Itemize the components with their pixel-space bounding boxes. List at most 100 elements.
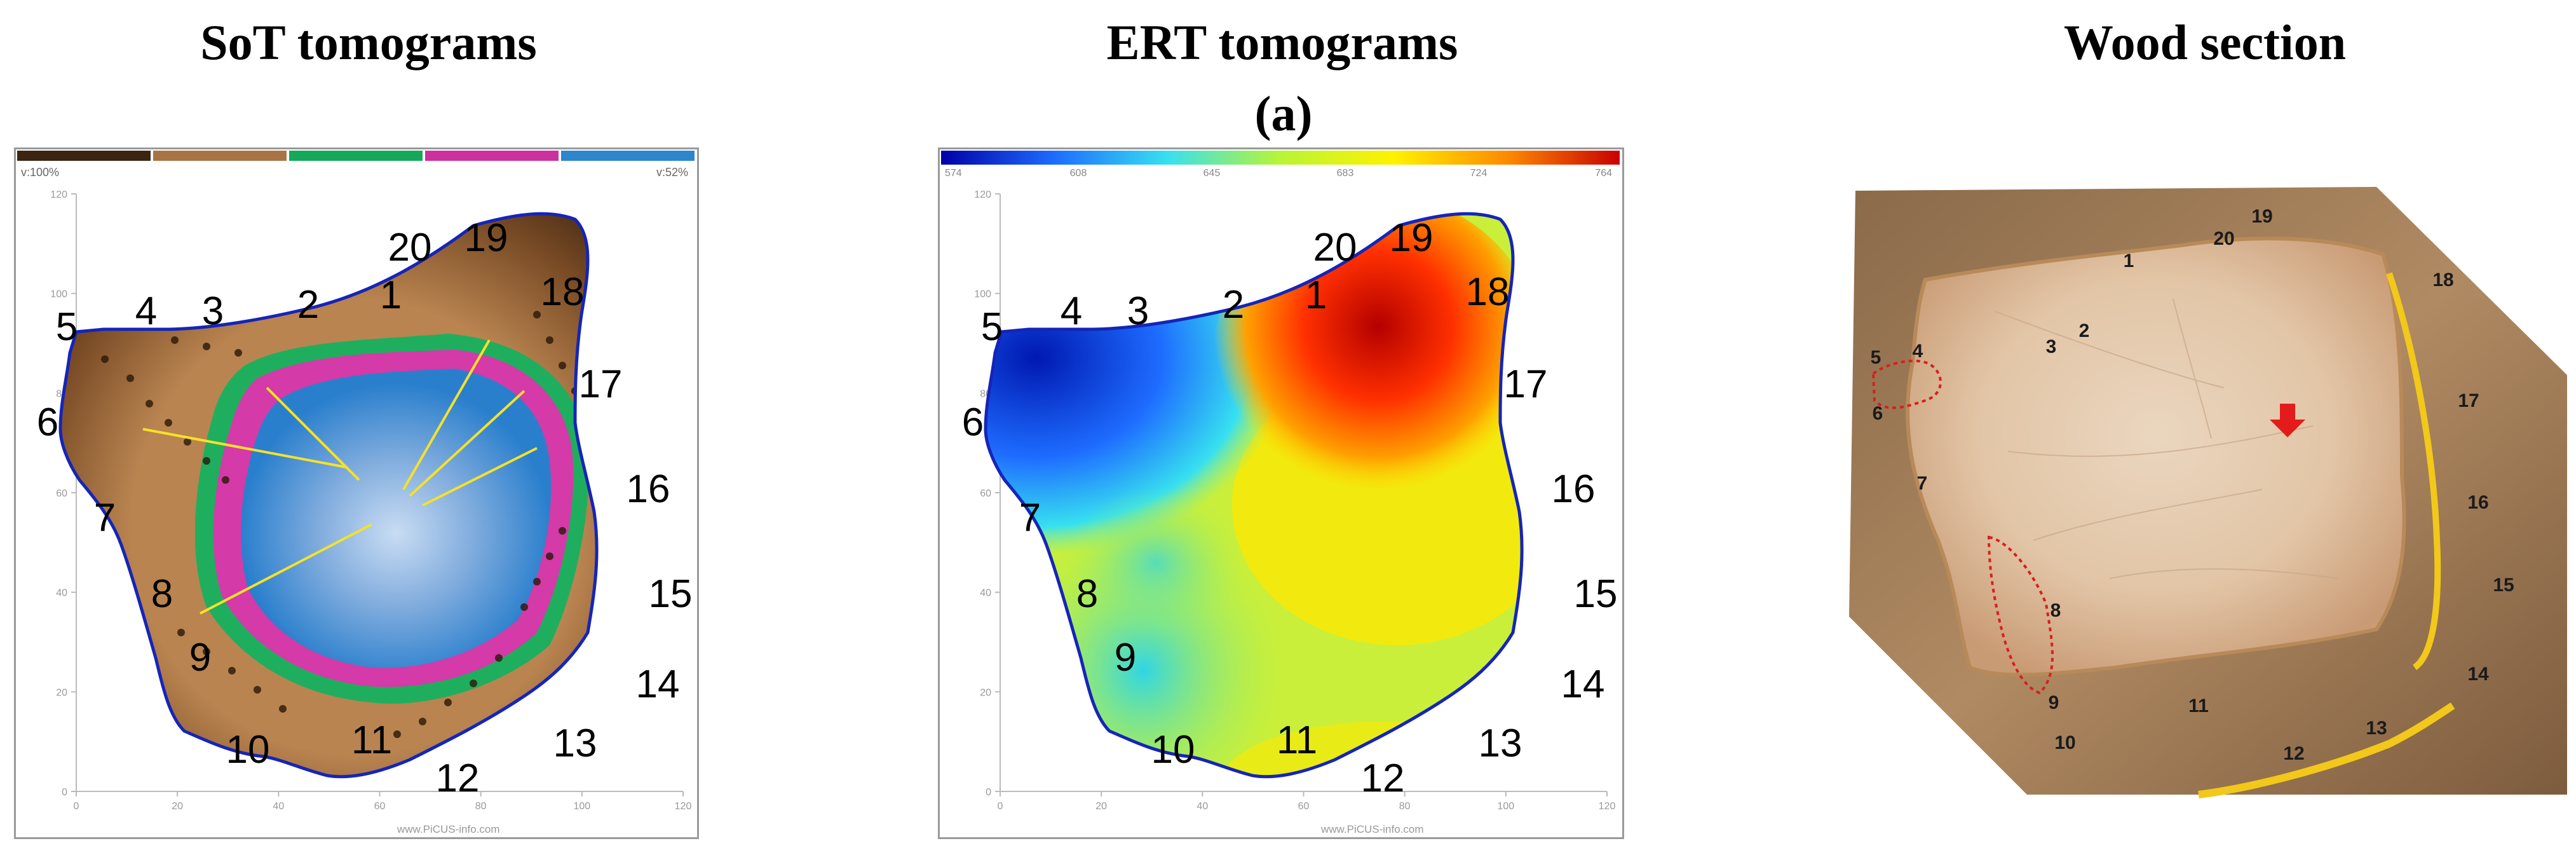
sensor-label: 5 [981, 305, 1003, 349]
sot-heading: SoT tomograms [200, 15, 537, 70]
wood-sensor-label: 10 [2054, 732, 2075, 753]
wood-sensor-label: 20 [2213, 228, 2234, 249]
ert-tree-outline [984, 212, 1524, 779]
y-tick-label: 0 [62, 787, 67, 798]
x-tick-label: 100 [573, 801, 590, 812]
sensor-label: 17 [579, 362, 623, 406]
sensor-label: 11 [351, 718, 392, 762]
sensor-label: 12 [1361, 756, 1405, 800]
x-tick-label: 120 [675, 801, 692, 812]
sensor-label: 4 [1061, 289, 1082, 333]
sot-legend-swatch [425, 151, 559, 161]
wood-sensor-label: 4 [1913, 341, 1923, 362]
wood-sensor-label: 15 [2493, 575, 2514, 596]
sensor-label: 13 [553, 722, 597, 765]
wood-sensor-label: 8 [2051, 600, 2061, 621]
sensor-label: 10 [1151, 728, 1195, 772]
sensor-label: 2 [297, 283, 319, 327]
x-tick-label: 0 [998, 801, 1003, 812]
y-tick-label: 20 [56, 687, 67, 698]
decay-outline-left [1871, 359, 1942, 409]
sensor-label: 15 [649, 572, 693, 616]
sot-legend-swatch [289, 151, 423, 161]
decay-outline-bottom [1987, 535, 2054, 695]
yellow-band-bottom [2198, 702, 2455, 798]
y-tick-label: 60 [980, 488, 991, 499]
x-tick-label: 80 [475, 801, 487, 812]
sot-velocity-left-label: v:100% [21, 166, 59, 179]
x-tick-label: 0 [74, 801, 79, 812]
y-tick-label: 120 [974, 189, 991, 200]
wood-sensor-label: 13 [2366, 718, 2387, 739]
x-tick-label: 60 [374, 801, 386, 812]
sensor-label: 20 [388, 226, 432, 270]
colorbar-tick-label: 683 [1337, 168, 1354, 179]
x-tick-label: 80 [1399, 801, 1411, 812]
sensor-label: 13 [1479, 722, 1522, 765]
wood-sensor-label: 14 [2467, 664, 2489, 685]
wood-heading: Wood section [2063, 15, 2347, 70]
wood-sensor-label: 6 [1873, 403, 1883, 424]
ert-colorbar-ticks: 574 608 645 683 724 764 [945, 168, 1612, 179]
x-tick-label: 20 [1095, 801, 1107, 812]
sot-velocity-legend [17, 151, 695, 161]
wood-sensor-label: 16 [2467, 492, 2488, 513]
sensor-label: 16 [627, 467, 670, 511]
stump-face [1906, 236, 2406, 677]
y-tick-label: 40 [980, 588, 991, 599]
wood-sensor-label: 9 [2049, 692, 2059, 713]
wood-sensor-label: 12 [2283, 743, 2304, 764]
sensor-label: 19 [1390, 216, 1434, 260]
sensor-label: 19 [464, 216, 508, 260]
x-tick-label: 40 [273, 801, 284, 812]
y-tick-label: 0 [986, 787, 991, 798]
red-arrow-icon [2270, 404, 2305, 437]
wood-sensor-label: 3 [2046, 336, 2057, 357]
y-tick-label: 100 [974, 289, 991, 300]
sot-blue-region [241, 369, 552, 668]
sensor-label: 17 [1504, 362, 1548, 406]
sensor-label: 9 [189, 636, 211, 680]
wood-sensor-label: 17 [2458, 390, 2479, 411]
ert-watermark: www.PiCUS-info.com [1320, 823, 1424, 835]
x-tick-label: 60 [1298, 801, 1310, 812]
yellow-band-right [2386, 272, 2441, 671]
y-tick-label: 120 [50, 189, 67, 200]
ert-tomogram-panel: 574 608 645 683 724 764 120 100 80 60 40 20 0 0 20 40 6… [938, 147, 1624, 839]
sensor-label: 15 [1574, 572, 1618, 616]
wood-sensor-label: 18 [2432, 270, 2453, 291]
sensor-label: 14 [1561, 662, 1605, 706]
wood-sensor-label: 1 [2124, 250, 2134, 271]
wood-sensor-label: 19 [2251, 206, 2272, 227]
sensor-label: 2 [1223, 283, 1244, 327]
ert-heading: ERT tomograms [1106, 15, 1458, 70]
sensor-label: 3 [202, 289, 224, 333]
colorbar-tick-label: 764 [1595, 168, 1612, 179]
colorbar-tick-label: 724 [1470, 168, 1488, 179]
sot-watermark: www.PiCUS-info.com [397, 823, 500, 835]
sensor-label: 3 [1127, 289, 1149, 333]
sensor-label: 6 [37, 400, 58, 444]
colorbar-tick-label: 608 [1070, 168, 1087, 179]
sensor-label: 5 [56, 305, 78, 349]
y-tick-label: 40 [56, 588, 67, 599]
sensor-label: 18 [1466, 270, 1510, 314]
sensor-label: 6 [962, 400, 984, 444]
sot-ray-lines [142, 339, 538, 615]
sensor-label: 9 [1115, 636, 1136, 680]
sensor-label: 8 [151, 572, 173, 616]
y-tick-label: 60 [56, 488, 67, 499]
sensor-label: 14 [636, 662, 680, 706]
wood-sensor-label: 5 [1871, 347, 1881, 368]
x-tick-label: 120 [1599, 801, 1616, 812]
sensor-label: 16 [1552, 467, 1596, 511]
sensor-label: 20 [1313, 226, 1357, 270]
x-tick-label: 100 [1497, 801, 1514, 812]
sot-legend-swatch [17, 151, 151, 161]
x-tick-label: 40 [1196, 801, 1208, 812]
